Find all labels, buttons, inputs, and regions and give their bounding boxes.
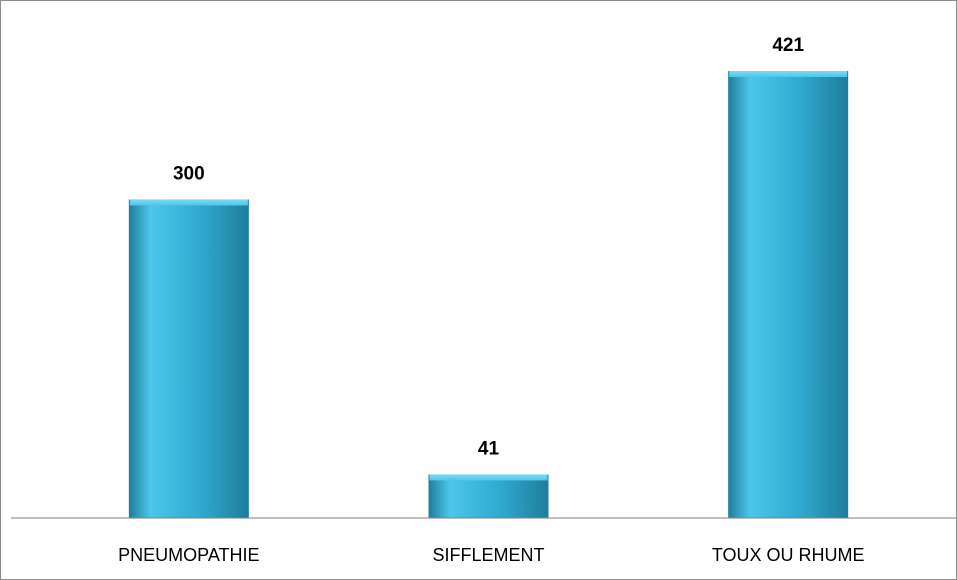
bar-bevel-0	[129, 199, 248, 206]
bar-toux-ou-rhume	[728, 71, 849, 518]
bar-pneumopathie	[128, 199, 249, 518]
category-tick-label: TOUX OU RHUME	[712, 545, 865, 565]
bar-bevel-2	[729, 71, 848, 77]
data-label: 421	[772, 35, 804, 56]
bar-bevel-1	[429, 474, 548, 481]
category-tick-label: PNEUMOPATHIE	[118, 545, 259, 565]
bars-group	[128, 71, 849, 518]
data-label: 300	[173, 163, 205, 184]
value-labels: 300 41 421	[173, 35, 804, 459]
data-label: 41	[478, 438, 500, 459]
bar-sifflement	[428, 474, 549, 518]
category-tick-label: SIFFLEMENT	[432, 545, 544, 565]
category-labels: PNEUMOPATHIE SIFFLEMENT TOUX OU RHUME	[118, 545, 864, 565]
